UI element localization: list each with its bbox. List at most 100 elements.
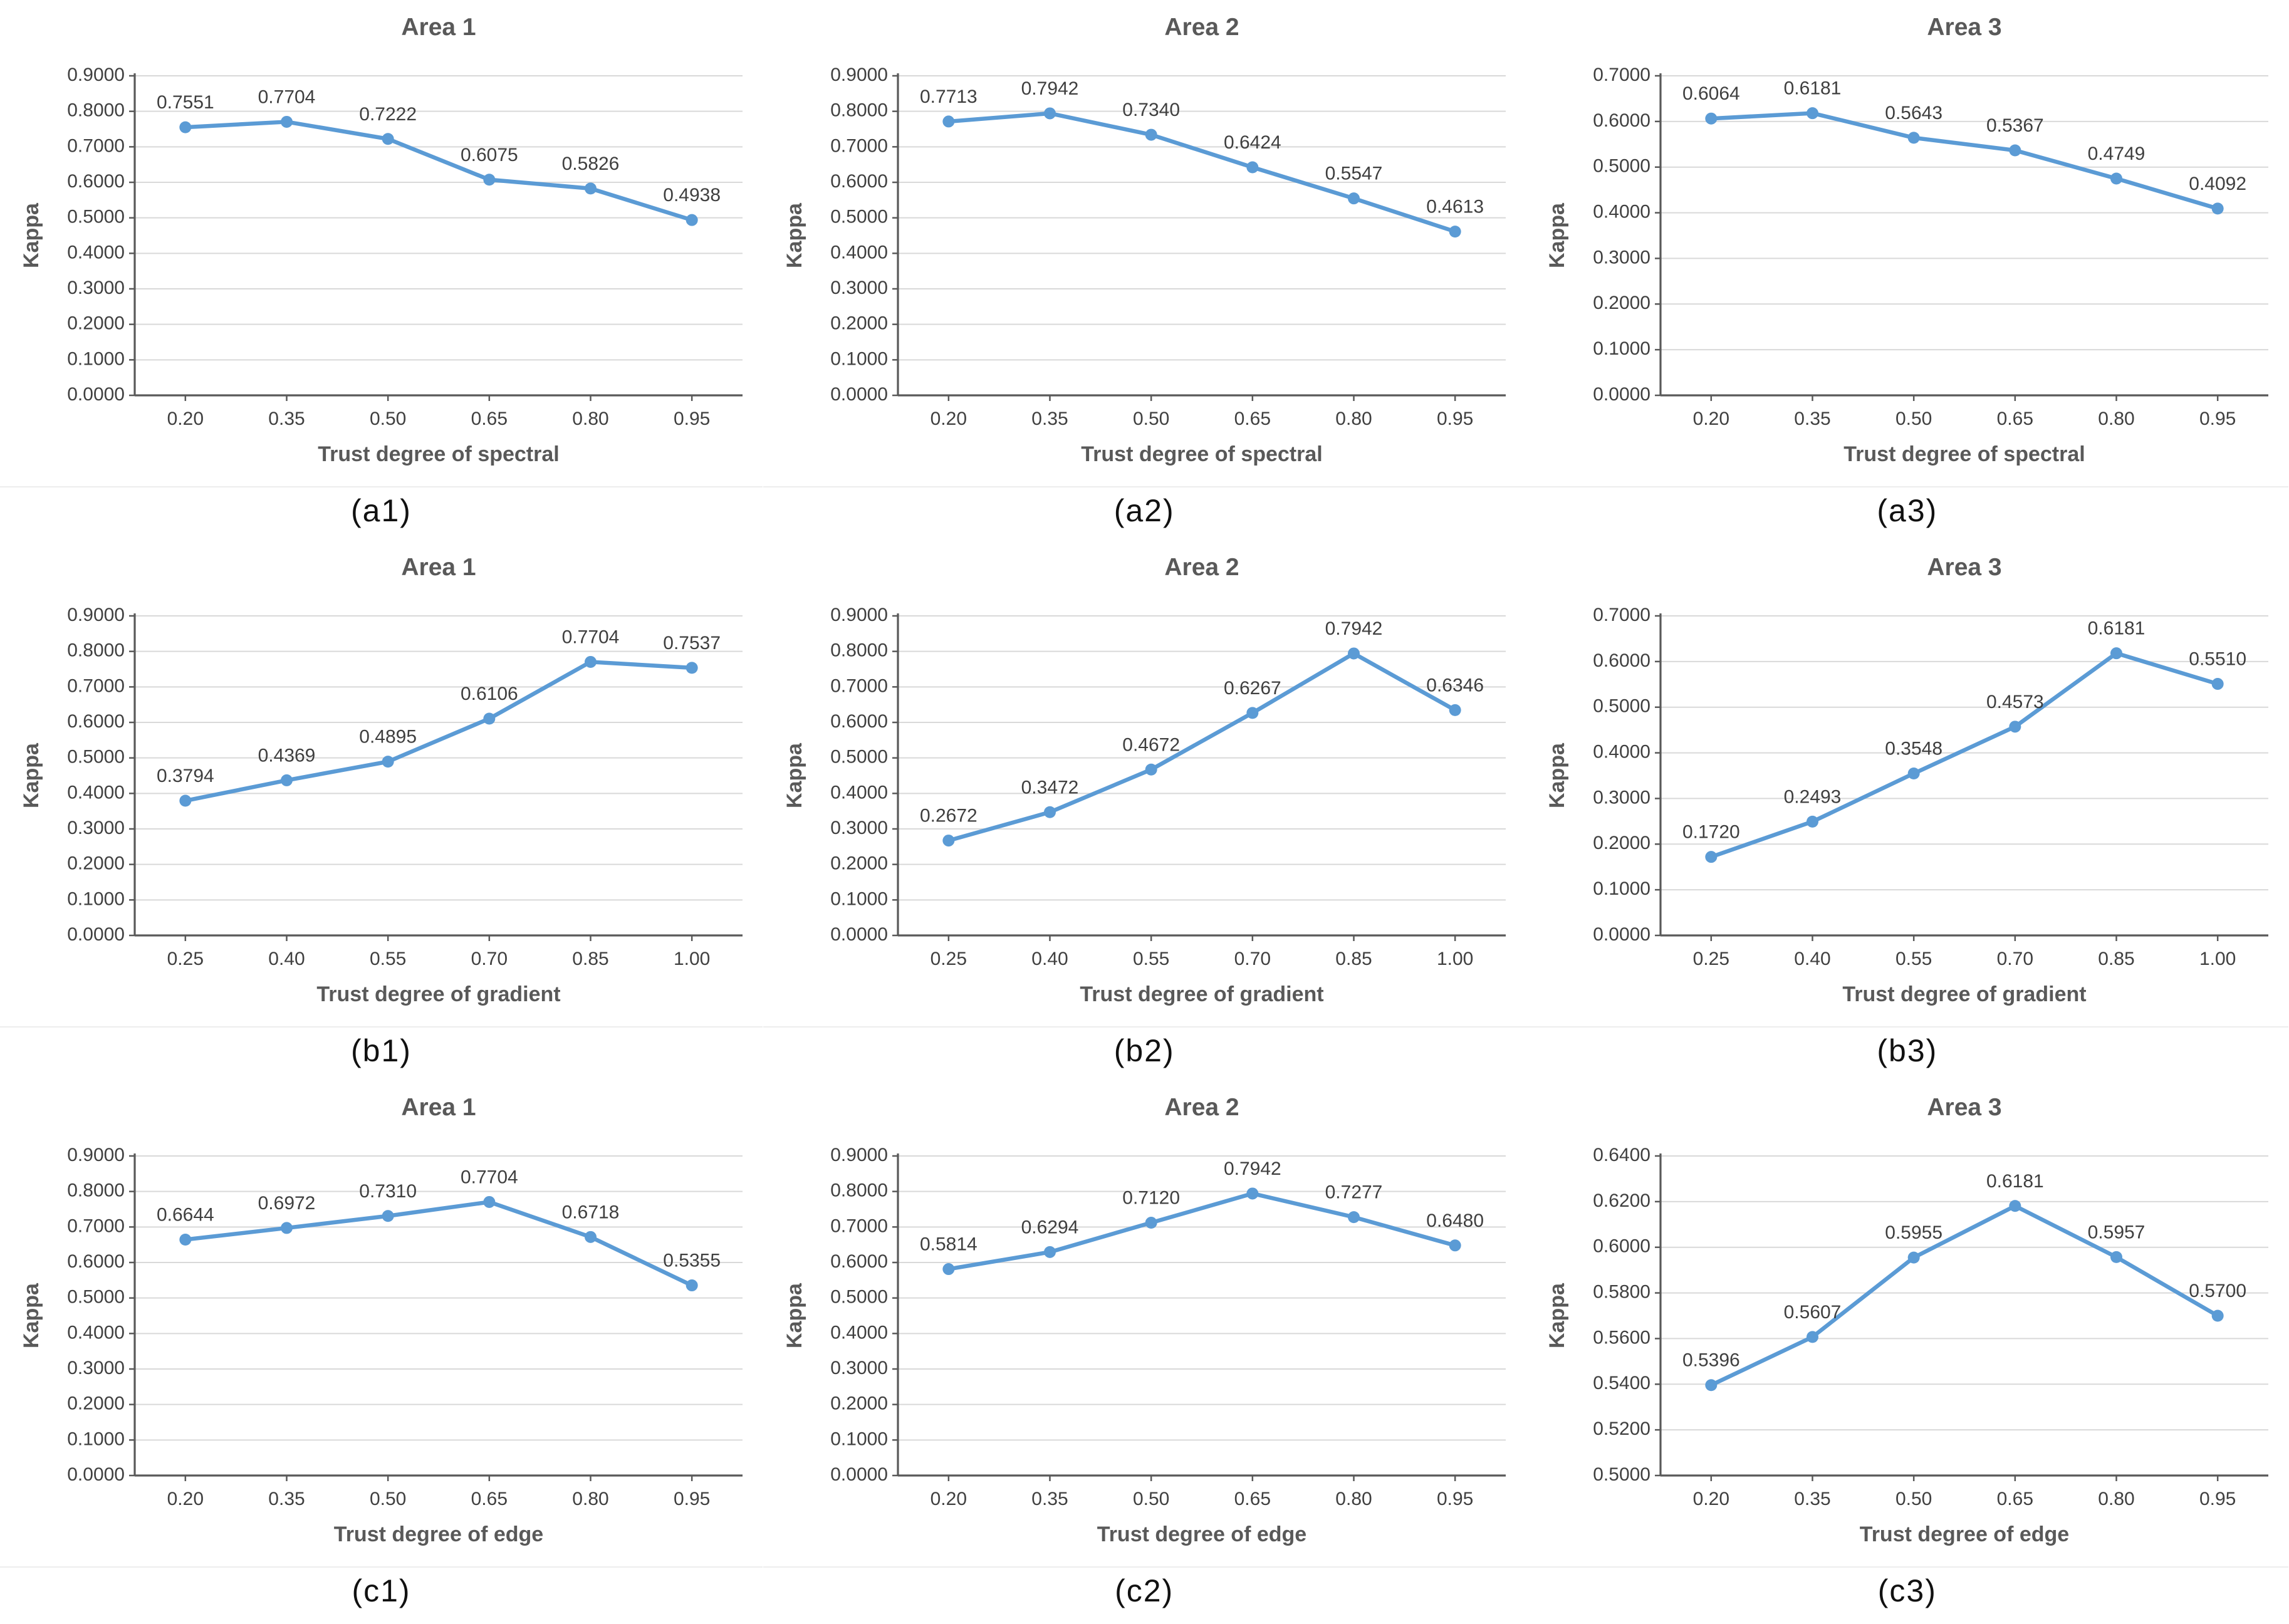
y-tick-label: 0.1000 <box>830 348 888 369</box>
data-point-label: 0.5355 <box>663 1251 721 1271</box>
data-point-label: 0.6480 <box>1426 1210 1484 1231</box>
y-tick-label: 0.3000 <box>67 278 125 298</box>
data-point <box>1907 768 1920 780</box>
data-point <box>1347 1211 1360 1224</box>
y-axis-title: Kappa <box>19 202 43 268</box>
data-point-label: 0.3794 <box>157 766 214 786</box>
data-point-label: 0.3472 <box>1021 777 1078 798</box>
x-tick-label: 0.85 <box>1335 949 1372 969</box>
subplot-caption: (c2) <box>763 1566 1526 1624</box>
data-point-label: 0.7704 <box>562 627 620 647</box>
x-tick-label: 0.20 <box>930 409 966 429</box>
y-tick-label: 0.8000 <box>67 640 125 661</box>
subplot-b3: 0.0000 0.1000 0.2000 0.3000 0.4000 0.5000 0.60… <box>1526 544 2289 1084</box>
x-axis-title: Trust degree of spectral <box>318 442 559 466</box>
y-tick-label: 0.5800 <box>1593 1281 1651 1302</box>
chart-title: Area 1 <box>401 14 476 41</box>
y-tick-label: 0.2000 <box>1593 293 1651 313</box>
chart-title: Area 3 <box>1927 14 2002 41</box>
subplot-b2: 0.0000 0.1000 0.2000 0.3000 0.4000 0.5000 0.60… <box>763 544 1526 1084</box>
line-chart-b2: 0.0000 0.1000 0.2000 0.3000 0.4000 0.5000 0.60… <box>783 554 1506 1006</box>
line-chart-a2: 0.0000 0.1000 0.2000 0.3000 0.4000 0.5000 0.60… <box>783 14 1506 466</box>
data-point-label: 0.5367 <box>1986 115 2044 136</box>
x-tick-label: 0.65 <box>1234 409 1270 429</box>
data-point <box>1246 707 1258 719</box>
line-chart-a1: 0.0000 0.1000 0.2000 0.3000 0.4000 0.5000 0.60… <box>19 14 743 466</box>
x-tick-label: 1.00 <box>1437 949 1473 969</box>
data-line <box>946 1191 1457 1271</box>
plot-area: 0.0000 0.1000 0.2000 0.3000 0.4000 0.5000 0.60… <box>67 605 743 969</box>
data-point <box>382 756 394 768</box>
y-tick-label: 0.6000 <box>830 1251 888 1272</box>
x-tick-label: 0.50 <box>1133 1489 1169 1509</box>
y-tick-label: 0.9000 <box>830 65 888 85</box>
data-line <box>946 651 1457 843</box>
x-tick-label: 0.65 <box>471 1489 508 1509</box>
data-point-label: 0.6346 <box>1426 675 1484 695</box>
data-point <box>1145 1217 1157 1229</box>
x-tick-label: 0.35 <box>268 409 305 429</box>
subplot-a2: 0.0000 0.1000 0.2000 0.3000 0.4000 0.5000 0.60… <box>763 4 1526 544</box>
x-tick-label: 0.20 <box>1693 409 1729 429</box>
y-tick-label: 0.3000 <box>830 1358 888 1378</box>
data-point-label: 0.5814 <box>920 1234 978 1255</box>
x-tick-label: 0.95 <box>674 409 710 429</box>
y-tick-label: 0.7000 <box>1593 605 1651 625</box>
subplot-b1: 0.0000 0.1000 0.2000 0.3000 0.4000 0.5000 0.60… <box>0 544 763 1084</box>
plot-area: 0.0000 0.1000 0.2000 0.3000 0.4000 0.5000 0.60… <box>1593 65 2269 429</box>
subplot-caption: (a2) <box>763 486 1526 544</box>
data-point <box>1043 1246 1056 1258</box>
x-axis-title: Trust degree of gradient <box>1843 982 2087 1006</box>
data-point <box>1705 1379 1718 1392</box>
y-tick-label: 0.2000 <box>830 853 888 874</box>
x-tick-label: 0.20 <box>1693 1489 1729 1509</box>
data-point <box>179 794 192 807</box>
data-point <box>2009 1200 2021 1212</box>
data-point <box>281 1222 293 1234</box>
y-tick-label: 0.3000 <box>67 1358 125 1378</box>
y-tick-label: 0.0000 <box>67 924 125 945</box>
x-tick-label: 0.35 <box>1031 409 1068 429</box>
y-tick-label: 0.0000 <box>830 924 888 945</box>
data-point <box>382 1210 394 1222</box>
data-point <box>2110 647 2123 660</box>
data-point-label: 0.2493 <box>1784 786 1842 807</box>
y-tick-label: 0.9000 <box>67 605 125 625</box>
chart-title: Area 3 <box>1927 1094 2002 1121</box>
data-point <box>2009 144 2021 157</box>
data-point-label: 0.5510 <box>2189 649 2247 670</box>
x-tick-label: 0.80 <box>2099 409 2135 429</box>
x-tick-label: 0.55 <box>370 949 406 969</box>
data-point <box>1705 851 1718 863</box>
chart-title: Area 3 <box>1927 554 2002 581</box>
data-line <box>183 120 694 222</box>
data-line <box>183 660 694 803</box>
data-point-label: 0.7551 <box>157 92 214 113</box>
x-tick-label: 0.40 <box>1031 949 1068 969</box>
data-point <box>686 662 698 674</box>
y-axis-title: Kappa <box>783 742 806 808</box>
y-axis-title: Kappa <box>19 742 43 808</box>
y-tick-label: 0.6000 <box>67 711 125 732</box>
plot-area: 0.5000 0.5200 0.5400 0.5600 0.5800 0.6000 0.62… <box>1593 1145 2269 1509</box>
data-point-label: 0.7942 <box>1325 618 1382 639</box>
data-point <box>483 1195 496 1208</box>
x-tick-label: 0.95 <box>1437 1489 1473 1509</box>
data-point <box>1907 1251 1920 1264</box>
y-tick-label: 0.7000 <box>830 1215 888 1236</box>
data-point-label: 0.5607 <box>1784 1302 1842 1323</box>
subplot-caption: (b2) <box>763 1026 1526 1084</box>
data-point-label: 0.5396 <box>1682 1350 1740 1371</box>
y-axis-title: Kappa <box>783 1283 806 1348</box>
data-point-label: 0.6181 <box>2088 618 2146 639</box>
y-tick-label: 0.0000 <box>1593 924 1651 945</box>
subplot-a3: 0.0000 0.1000 0.2000 0.3000 0.4000 0.5000 0.60… <box>1526 4 2289 544</box>
data-point-label: 0.4092 <box>2189 174 2247 194</box>
y-axis-title: Kappa <box>1545 742 1569 808</box>
line-chart-c3: 0.5000 0.5200 0.5400 0.5600 0.5800 0.6000 0.62… <box>1545 1094 2269 1546</box>
data-point-label: 0.5826 <box>562 154 620 174</box>
y-tick-label: 0.0000 <box>1593 384 1651 405</box>
x-tick-label: 0.50 <box>370 409 406 429</box>
x-tick-label: 0.65 <box>471 409 508 429</box>
